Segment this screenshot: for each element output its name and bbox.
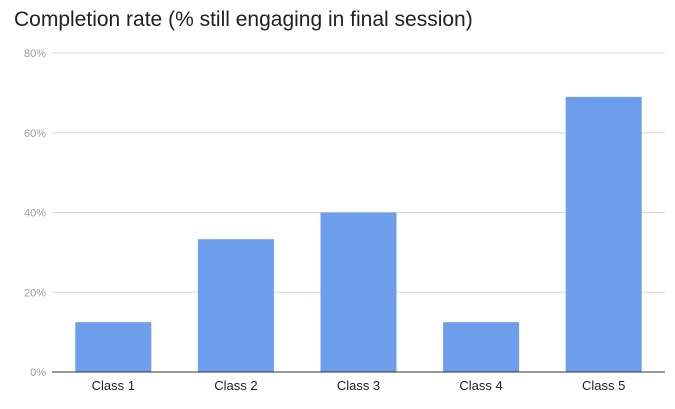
bar-class-5 [565, 96, 642, 373]
x-tick-label: Class 3 [337, 378, 380, 393]
bar-class-1 [75, 322, 152, 372]
chart-title: Completion rate (% still engaging in fin… [14, 8, 473, 31]
y-tick-label: 20% [24, 287, 46, 299]
x-tick-label: Class 2 [214, 378, 257, 393]
x-tick-label: Class 1 [92, 378, 135, 393]
x-tick-label: Class 4 [459, 378, 502, 393]
y-tick-label: 80% [24, 48, 46, 60]
bars [75, 96, 642, 373]
bar-class-2 [197, 239, 274, 372]
y-axis-ticks: 0% 20% 40% 60% 80% [24, 48, 46, 379]
y-tick-label: 60% [24, 128, 46, 140]
x-axis-labels: Class 1 Class 2 Class 3 Class 4 Class 5 [92, 378, 626, 393]
x-tick-label: Class 5 [582, 378, 625, 393]
y-tick-label: 0% [30, 367, 46, 379]
bar-class-3 [320, 212, 397, 372]
bar-class-4 [443, 322, 520, 372]
y-tick-label: 40% [24, 208, 46, 220]
